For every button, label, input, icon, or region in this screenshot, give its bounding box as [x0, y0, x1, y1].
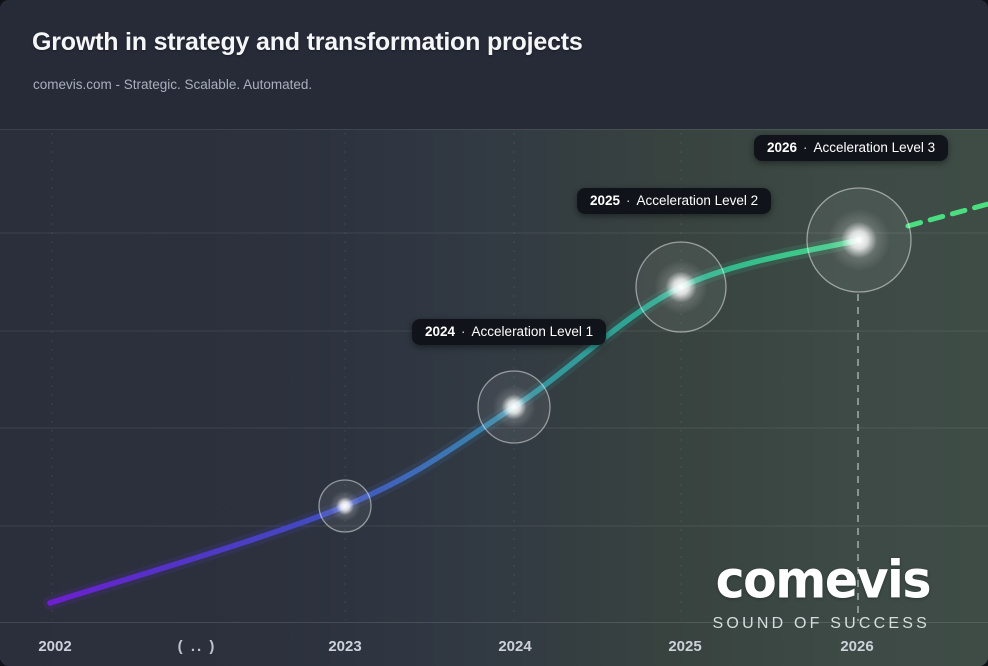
chart-plot-background [0, 129, 988, 666]
milestone-pill-2024: 2024 · Acceleration Level 1 [412, 319, 607, 345]
x-axis-label-gap: ( .. ) [177, 638, 217, 655]
page-title: Growth in strategy and transformation pr… [32, 28, 583, 56]
x-axis-label-2002: 2002 [38, 638, 72, 655]
milestone-year: 2026 [767, 140, 798, 155]
milestone-separator: · [626, 193, 631, 208]
page-subtitle: comevis.com - Strategic. Scalable. Autom… [33, 77, 313, 92]
milestone-label: Acceleration Level 3 [813, 140, 936, 155]
x-axis-label-2026: 2026 [840, 638, 874, 655]
chart-header: Growth in strategy and transformation pr… [0, 0, 988, 129]
milestone-separator: · [803, 140, 808, 155]
milestone-year: 2024 [425, 324, 456, 339]
comevis-logo: comevis SOUND OF SUCCESS [712, 549, 932, 633]
milestone-label: Acceleration Level 1 [471, 324, 594, 339]
comevis-wordmark: comevis [715, 549, 932, 611]
milestone-label: Acceleration Level 2 [636, 193, 759, 208]
milestone-pill-2026: 2026 · Acceleration Level 3 [754, 135, 949, 161]
x-axis-label-2023: 2023 [328, 638, 362, 655]
comevis-tagline: SOUND OF SUCCESS [712, 615, 930, 632]
milestone-pill-2025: 2025 · Acceleration Level 2 [577, 188, 772, 214]
x-axis-label-2024: 2024 [498, 638, 532, 655]
x-axis-label-2025: 2025 [668, 638, 702, 655]
milestone-separator: · [461, 324, 466, 339]
milestone-year: 2025 [590, 193, 621, 208]
